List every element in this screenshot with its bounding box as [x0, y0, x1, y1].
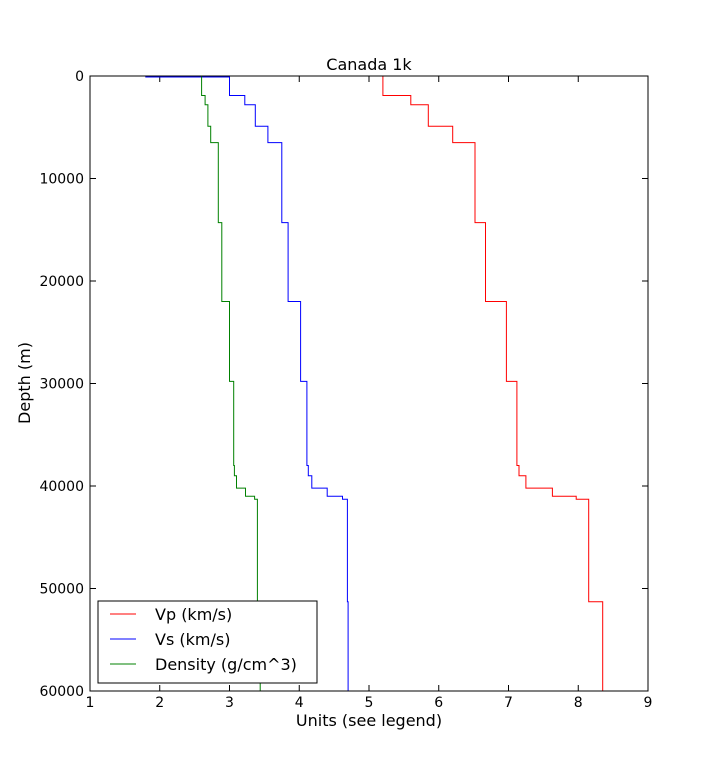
y-axis-label: Depth (m): [15, 342, 34, 424]
legend: Vp (km/s) Vs (km/s) Density (g/cm^3): [97, 600, 318, 684]
x-tick-label: 3: [225, 695, 234, 711]
y-tick-label: 40000: [39, 479, 84, 495]
y-tick-label: 0: [75, 69, 84, 85]
legend-label-0: Vp (km/s): [155, 605, 232, 624]
chart-title: Canada 1k: [326, 55, 412, 74]
x-tick-label: 4: [295, 695, 304, 711]
series-line-1: [90, 75, 349, 691]
x-tick-label: 1: [86, 695, 95, 711]
x-tick-label: 9: [644, 695, 653, 711]
x-tick-label: 7: [504, 695, 513, 711]
y-tick-label: 20000: [39, 274, 84, 290]
x-tick-label: 8: [574, 695, 583, 711]
y-tick-label: 60000: [39, 684, 84, 700]
y-tick-label: 10000: [39, 172, 84, 188]
legend-box: [97, 600, 318, 684]
x-tick-label: 6: [434, 695, 443, 711]
plot-lines: [90, 75, 604, 691]
y-tick-label: 50000: [39, 582, 84, 598]
series-line-0: [90, 75, 604, 691]
plot-frame: [89, 75, 649, 692]
y-tick-label: 30000: [39, 377, 84, 393]
x-axis-label: Units (see legend): [296, 711, 442, 730]
legend-label-2: Density (g/cm^3): [155, 655, 297, 674]
series-line-2: [90, 75, 261, 691]
x-tick-label: 5: [365, 695, 374, 711]
legend-label-1: Vs (km/s): [155, 630, 230, 649]
x-tick-label: 2: [155, 695, 164, 711]
